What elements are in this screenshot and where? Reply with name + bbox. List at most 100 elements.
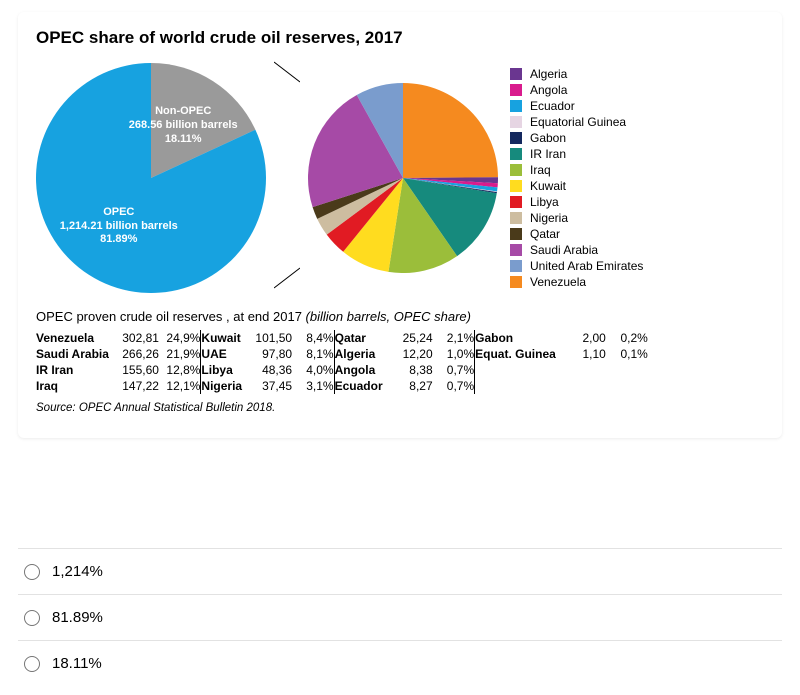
legend-swatch (510, 148, 522, 160)
legend-item: Saudi Arabia (510, 243, 643, 257)
legend-label: Equatorial Guinea (530, 115, 626, 129)
table-country: IR Iran (36, 362, 109, 378)
answer-radio[interactable] (24, 656, 40, 672)
legend-item: Algeria (510, 67, 643, 81)
table-country (475, 362, 556, 378)
table-row: Venezuela302,8124,9%Kuwait101,508,4%Qata… (36, 330, 648, 346)
table-country (475, 378, 556, 394)
table-value: 155,60 (109, 362, 159, 378)
answer-option[interactable]: 1,214% (18, 548, 782, 594)
answer-label: 81.89% (52, 609, 103, 626)
table-percent: 0,2% (606, 330, 648, 346)
table-title: OPEC proven crude oil reserves , at end … (36, 309, 764, 324)
table-percent: 8,1% (292, 346, 334, 362)
legend-item: Ecuador (510, 99, 643, 113)
answer-radio[interactable] (24, 610, 40, 626)
table-country: Algeria (334, 346, 383, 362)
charts-row: Non-OPEC268.56 billion barrels18.11% OPEC… (36, 60, 764, 295)
table-country: UAE (201, 346, 242, 362)
pie-connector (274, 60, 300, 295)
legend-label: Libya (530, 195, 559, 209)
legend-label: Kuwait (530, 179, 566, 193)
table-country: Angola (334, 362, 383, 378)
legend-item: IR Iran (510, 147, 643, 161)
legend-label: Qatar (530, 227, 560, 241)
legend-item: Qatar (510, 227, 643, 241)
table-percent: 2,1% (433, 330, 475, 346)
table-country: Ecuador (334, 378, 383, 394)
table-country: Gabon (475, 330, 556, 346)
legend-swatch (510, 244, 522, 256)
legend-label: Venezuela (530, 275, 586, 289)
table-row: IR Iran155,6012,8%Libya48,364,0%Angola8,… (36, 362, 648, 378)
table-country: Saudi Arabia (36, 346, 109, 362)
legend-item: Venezuela (510, 275, 643, 289)
table-value: 97,80 (242, 346, 292, 362)
legend-swatch (510, 68, 522, 80)
table-value: 37,45 (242, 378, 292, 394)
table-percent (606, 378, 648, 394)
legend-label: Algeria (530, 67, 567, 81)
legend-label: Iraq (530, 163, 551, 177)
chart-card: OPEC share of world crude oil reserves, … (18, 12, 782, 438)
table-row: Saudi Arabia266,2621,9%UAE97,808,1%Alger… (36, 346, 648, 362)
table-country: Kuwait (201, 330, 242, 346)
legend-item: Gabon (510, 131, 643, 145)
legend-item: Iraq (510, 163, 643, 177)
pie1-slice-label: OPEC1,214.21 billion barrels81.89% (59, 206, 179, 247)
legend-item: Libya (510, 195, 643, 209)
pie1-slice-label: Non-OPEC268.56 billion barrels18.11% (123, 105, 243, 146)
table-value: 147,22 (109, 378, 159, 394)
table-value: 101,50 (242, 330, 292, 346)
legend-label: United Arab Emirates (530, 259, 643, 273)
legend-swatch (510, 212, 522, 224)
table-value: 8,38 (383, 362, 433, 378)
legend-label: Ecuador (530, 99, 575, 113)
table-percent: 4,0% (292, 362, 334, 378)
table-value: 48,36 (242, 362, 292, 378)
answer-option[interactable]: 18.11% (18, 640, 782, 686)
pie1-world-share: Non-OPEC268.56 billion barrels18.11% OPEC… (36, 63, 266, 293)
legend-item: Nigeria (510, 211, 643, 225)
legend-swatch (510, 116, 522, 128)
legend-swatch (510, 84, 522, 96)
legend-item: Kuwait (510, 179, 643, 193)
table-percent: 3,1% (292, 378, 334, 394)
table-value: 266,26 (109, 346, 159, 362)
table-percent: 24,9% (159, 330, 201, 346)
legend-item: United Arab Emirates (510, 259, 643, 273)
pie2-opec-breakdown (308, 83, 498, 273)
legend-swatch (510, 164, 522, 176)
table-percent: 12,1% (159, 378, 201, 394)
answer-options: 1,214% 81.89% 18.11% (18, 548, 782, 686)
legend-label: Saudi Arabia (530, 243, 598, 257)
legend-swatch (510, 196, 522, 208)
chart-title: OPEC share of world crude oil reserves, … (36, 28, 764, 48)
table-percent: 21,9% (159, 346, 201, 362)
table-percent: 0,7% (433, 378, 475, 394)
answer-option[interactable]: 81.89% (18, 594, 782, 640)
legend: Algeria Angola Ecuador Equatorial Guinea Gab… (510, 67, 643, 289)
legend-swatch (510, 100, 522, 112)
table-value: 25,24 (383, 330, 433, 346)
table-value (556, 378, 606, 394)
table-value: 1,10 (556, 346, 606, 362)
table-value: 12,20 (383, 346, 433, 362)
source-text: Source: OPEC Annual Statistical Bulletin… (36, 402, 764, 414)
legend-swatch (510, 260, 522, 272)
legend-label: IR Iran (530, 147, 566, 161)
legend-item: Angola (510, 83, 643, 97)
legend-swatch (510, 228, 522, 240)
table-country: Equat. Guinea (475, 346, 556, 362)
table-percent: 0,7% (433, 362, 475, 378)
table-value: 8,27 (383, 378, 433, 394)
answer-radio[interactable] (24, 564, 40, 580)
answer-label: 18.11% (52, 655, 102, 672)
table-country: Qatar (334, 330, 383, 346)
legend-swatch (510, 276, 522, 288)
table-percent: 1,0% (433, 346, 475, 362)
legend-swatch (510, 132, 522, 144)
table-country: Iraq (36, 378, 109, 394)
legend-label: Nigeria (530, 211, 568, 225)
table-percent: 8,4% (292, 330, 334, 346)
